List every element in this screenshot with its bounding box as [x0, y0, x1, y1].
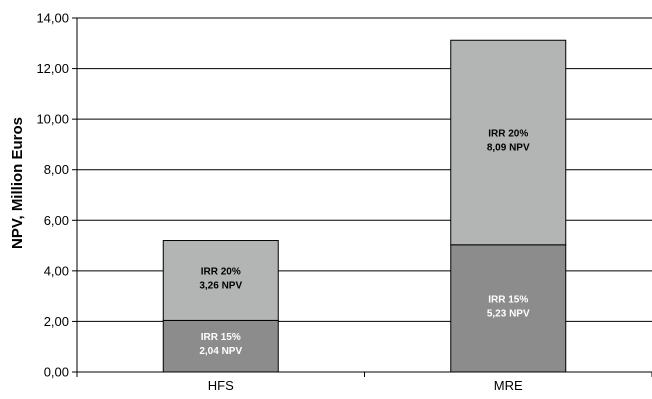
bar-data-label: 8,09 NPV	[487, 143, 530, 154]
bar-segment	[450, 244, 567, 373]
y-tick-label: 2,00	[44, 314, 69, 329]
y-tick-label: 0,00	[44, 365, 69, 380]
y-tick-label: 12,00	[36, 61, 69, 76]
labels-layer: IRR 15% 2,04 NPV IRR 20% 3,26 NPV IRR 15% 5,2…	[199, 129, 530, 358]
y-tick-label: 4,00	[44, 263, 69, 278]
y-tick-label: 6,00	[44, 213, 69, 228]
bar-data-label: IRR 20%	[488, 129, 528, 140]
bar-data-label: 2,04 NPV	[199, 346, 242, 357]
axis-layer: 0,00 2,00 4,00 6,00 8,00 10,00 12,00 14,00 HFS MR…	[36, 11, 652, 393]
y-tick-label: 14,00	[36, 11, 69, 26]
bar-data-label: 3,26 NPV	[199, 280, 242, 291]
bar-data-label: IRR 20%	[201, 266, 241, 277]
x-category-label: HFS	[208, 378, 234, 393]
bar-segment	[450, 39, 567, 246]
bars-layer	[162, 39, 567, 373]
y-tick-label: 8,00	[44, 162, 69, 177]
bar-data-label: IRR 15%	[488, 294, 528, 305]
bar-segment	[162, 240, 279, 321]
y-axis-title: NPV, Million Euros	[9, 117, 26, 249]
x-category-label: MRE	[494, 378, 523, 393]
bar-data-label: IRR 15%	[201, 332, 241, 343]
bar-data-label: 5,23 NPV	[487, 308, 530, 319]
y-tick-label: 10,00	[36, 112, 69, 127]
